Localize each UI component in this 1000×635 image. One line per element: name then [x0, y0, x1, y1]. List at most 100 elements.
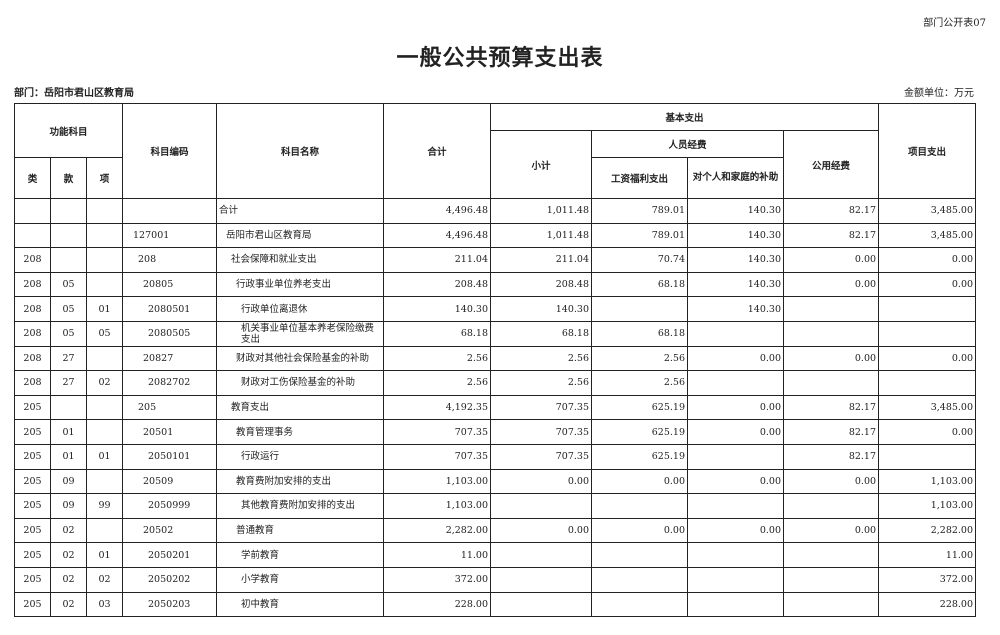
cell-project: 228.00 — [878, 591, 977, 618]
cell-public: 82.17 — [783, 394, 880, 421]
cell-project: 3,485.00 — [878, 198, 977, 224]
cell-code: 205 — [122, 394, 218, 421]
cell-public: 0.00 — [783, 345, 880, 372]
cell-subtotal: 1,011.48 — [490, 198, 593, 224]
cell-xiang: 99 — [85, 493, 124, 519]
cell-xiang: 03 — [85, 591, 124, 618]
cell-total: 4,496.48 — [383, 198, 492, 224]
cell-xiang: 01 — [85, 542, 124, 568]
cell-public — [783, 566, 880, 593]
cell-kuan: 02 — [50, 517, 87, 544]
cell-total: 707.35 — [383, 443, 492, 470]
cell-code: 20805 — [122, 271, 218, 298]
cell-public: 0.00 — [783, 517, 880, 544]
cell-code: 127001 — [122, 222, 218, 249]
cell-lei: 205 — [14, 468, 51, 495]
cell-public — [783, 493, 880, 519]
cell-project: 1,103.00 — [878, 493, 977, 519]
cell-name: 其他教育费附加安排的支出 — [216, 493, 385, 519]
cell-subtotal: 1,011.48 — [490, 222, 593, 249]
table-row: 208 05 05 2080505 机关事业单位基本养老保险缴费支出 68.18 68.18… — [14, 320, 977, 347]
cell-kuan: 05 — [50, 271, 87, 298]
cell-salary: 0.00 — [591, 517, 689, 544]
cell-public — [783, 591, 880, 618]
cell-kuan — [50, 198, 87, 224]
header-lei: 类 — [14, 157, 51, 199]
cell-lei — [14, 222, 51, 249]
department-label: 部门：岳阳市君山区教育局 — [14, 88, 134, 99]
cell-public — [783, 542, 880, 568]
header-subsidy: 对个人和家庭的补助 — [687, 157, 785, 199]
cell-name: 财政对工伤保险基金的补助 — [216, 370, 385, 396]
table-row: 205 02 02 2050202 小学教育 372.00 372.00 — [14, 566, 977, 593]
cell-salary: 625.19 — [591, 443, 689, 470]
cell-lei: 205 — [14, 443, 51, 470]
cell-xiang — [85, 247, 124, 273]
cell-project: 0.00 — [878, 419, 977, 445]
cell-public: 0.00 — [783, 247, 880, 273]
cell-name: 普通教育 — [216, 517, 385, 544]
cell-name: 行政单位离退休 — [216, 296, 385, 322]
cell-subtotal: 68.18 — [490, 320, 593, 347]
table-row: 205 09 99 2050999 其他教育费附加安排的支出 1,103.00 1,103.… — [14, 493, 977, 519]
cell-kuan: 09 — [50, 468, 87, 495]
cell-subtotal: 140.30 — [490, 296, 593, 322]
cell-subtotal — [490, 542, 593, 568]
cell-xiang — [85, 222, 124, 249]
cell-subsidy — [687, 443, 785, 470]
cell-subtotal — [490, 591, 593, 618]
cell-project: 2,282.00 — [878, 517, 977, 544]
cell-subtotal: 707.35 — [490, 394, 593, 421]
cell-salary: 2.56 — [591, 370, 689, 396]
cell-xiang — [85, 394, 124, 421]
table-header: 功能科目 科目编码 科目名称 合计 基本支出 项目支出 小计 人员经费 公用经费… — [13, 103, 977, 199]
cell-code: 2050202 — [122, 566, 218, 593]
cell-subsidy: 140.30 — [687, 296, 785, 322]
cell-code: 2050201 — [122, 542, 218, 568]
form-number: 部门公开表07 — [923, 18, 986, 29]
header-xiang: 项 — [85, 157, 124, 199]
page-title: 一般公共预算支出表 — [396, 46, 604, 71]
cell-public: 82.17 — [783, 419, 880, 445]
cell-subtotal: 211.04 — [490, 247, 593, 273]
cell-name: 学前教育 — [216, 542, 385, 568]
cell-total: 4,496.48 — [383, 222, 492, 249]
cell-public: 82.17 — [783, 198, 880, 224]
header-basic: 基本支出 — [490, 103, 880, 131]
cell-project: 1,103.00 — [878, 468, 977, 495]
cell-public: 82.17 — [783, 443, 880, 470]
cell-lei: 208 — [14, 247, 51, 273]
table-row: 208 208 社会保障和就业支出 211.04 211.04 70.74 140.30 0.… — [14, 247, 977, 273]
table-row: 205 01 01 2050101 行政运行 707.35 707.35 625.19 82.1… — [14, 443, 977, 470]
cell-kuan — [50, 394, 87, 421]
budget-table: 功能科目 科目编码 科目名称 合计 基本支出 项目支出 小计 人员经费 公用经费… — [13, 103, 977, 618]
cell-name: 初中教育 — [216, 591, 385, 618]
cell-kuan: 02 — [50, 566, 87, 593]
cell-code: 208 — [122, 247, 218, 273]
cell-kuan — [50, 247, 87, 273]
cell-subtotal: 208.48 — [490, 271, 593, 298]
cell-subtotal: 707.35 — [490, 443, 593, 470]
cell-total: 707.35 — [383, 419, 492, 445]
cell-subsidy — [687, 566, 785, 593]
cell-total: 211.04 — [383, 247, 492, 273]
cell-project: 0.00 — [878, 247, 977, 273]
cell-code: 2050203 — [122, 591, 218, 618]
cell-subsidy: 0.00 — [687, 345, 785, 372]
cell-project — [878, 320, 977, 347]
cell-lei: 205 — [14, 566, 51, 593]
header-personnel: 人员经费 — [591, 130, 785, 158]
cell-project: 3,485.00 — [878, 222, 977, 249]
cell-subsidy: 0.00 — [687, 468, 785, 495]
cell-name: 教育费附加安排的支出 — [216, 468, 385, 495]
cell-xiang: 01 — [85, 296, 124, 322]
cell-salary: 2.56 — [591, 345, 689, 372]
cell-kuan: 05 — [50, 320, 87, 347]
header-code: 科目编码 — [122, 103, 218, 199]
cell-subsidy: 140.30 — [687, 271, 785, 298]
cell-salary: 0.00 — [591, 468, 689, 495]
cell-subsidy: 140.30 — [687, 247, 785, 273]
table-row: 208 05 01 2080501 行政单位离退休 140.30 140.30 140.30 — [14, 296, 977, 322]
cell-code: 20501 — [122, 419, 218, 445]
cell-salary: 68.18 — [591, 320, 689, 347]
